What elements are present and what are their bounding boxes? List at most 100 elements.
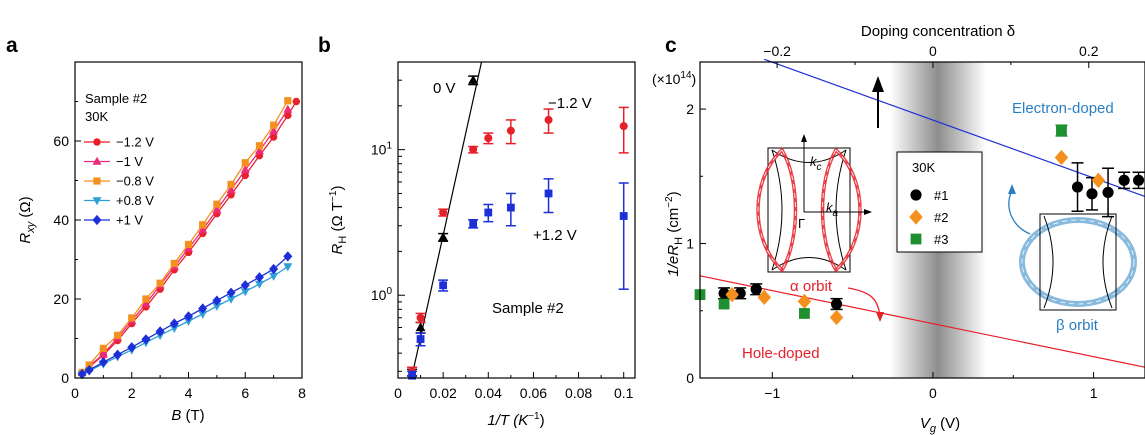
panel-c-y-multiplier: (×1014) xyxy=(652,70,696,87)
panel-a-legend-marker-2 xyxy=(93,177,101,185)
panel-c-beta-arrowhead xyxy=(1008,184,1016,194)
panel-a-point-2-8 xyxy=(184,240,193,249)
panel-a-point-4-2 xyxy=(98,357,108,368)
panel-b-point-2-2 xyxy=(439,281,448,290)
panel-a-point-2-2 xyxy=(99,344,107,352)
panel-c-top-tick-label-0: −0.2 xyxy=(763,43,791,59)
panel-c-frame xyxy=(699,61,1145,379)
panel-c-beta-label: β orbit xyxy=(1056,317,1099,334)
panel-a-point-1-14 xyxy=(269,126,279,135)
panel-a-x-tick-label-1: 2 xyxy=(128,385,136,401)
panel-a-point-3-8 xyxy=(184,317,193,326)
panel-a-y-tick-label-3: 60 xyxy=(53,133,69,149)
panel-b-annotation-neg: −1.2 V xyxy=(548,95,592,112)
panel-c-legend-label-2: #3 xyxy=(934,232,948,247)
panel-c-beta-inset xyxy=(1019,213,1137,311)
panel-a-legend-label-0: −1.2 V xyxy=(116,135,154,150)
panel-a-series-line-3 xyxy=(81,266,289,376)
panel-a-point-2-3 xyxy=(113,331,122,339)
panel-a-x-tick-label-4: 8 xyxy=(298,385,306,401)
panel-b-point-2-0 xyxy=(408,371,417,380)
panel-a-point-2-14 xyxy=(270,121,278,129)
panel-a-point-2-13 xyxy=(255,142,264,150)
panel-b-point-2-5 xyxy=(506,203,515,212)
panel-c-series xyxy=(694,124,1145,326)
panel-c-point-2-2 xyxy=(799,308,810,319)
panel-b-series xyxy=(407,74,629,380)
panel-a-point-2-6 xyxy=(156,279,164,287)
panel-c-point-0-3 xyxy=(830,298,843,310)
panel-c-y-axis-label: 1/eRH (cm−2) xyxy=(664,191,685,276)
panel-c-point-0-8 xyxy=(1132,174,1145,186)
panel-a-point-3-10 xyxy=(212,302,222,311)
panel-a-point-4-15 xyxy=(283,251,293,262)
panel-b-fit-line xyxy=(410,61,483,379)
panel-a-y-tick-label-2: 40 xyxy=(53,212,69,228)
panel-c-gamma-label: Γ xyxy=(798,216,805,231)
panel-a-y-tick-label-0: 0 xyxy=(61,370,69,386)
panel-b-point-0-1 xyxy=(415,322,426,332)
panel-a-point-4-12 xyxy=(240,280,250,291)
panel-c-hole-doped-label: Hole-doped xyxy=(742,345,820,362)
panel-a-point-2-11 xyxy=(227,180,235,189)
panel-a-point-4-9 xyxy=(198,303,208,314)
panel-c-kc-label: kc xyxy=(810,154,822,173)
panel-b-y-tick-label-0: 100 xyxy=(371,286,393,303)
panel-b-x-tick-label-0: 0 xyxy=(394,385,402,401)
panel-c-point-1-5 xyxy=(1091,172,1106,188)
panel-a-point-4-5 xyxy=(141,334,151,345)
panel-a-legend-label-4: +1 V xyxy=(116,213,143,228)
panel-a-point-1-11 xyxy=(226,185,236,194)
panel-a-point-4-10 xyxy=(212,295,222,306)
panel-b-point-1-4 xyxy=(484,134,493,143)
panel-letter-a: a xyxy=(6,34,18,57)
panel-c-x-tick-label-1: 0 xyxy=(929,385,937,401)
panel-a-point-1-5 xyxy=(141,298,151,308)
panel-a-x-tick-label-0: 0 xyxy=(71,385,79,401)
panel-b-point-2-4 xyxy=(484,208,493,217)
panel-a-point-0-16 xyxy=(292,97,301,106)
panel-a-point-1-15 xyxy=(283,104,293,113)
panel-c-legend-items: #1 #2 #3 xyxy=(909,188,948,247)
panel-a-point-4-3 xyxy=(113,349,123,360)
panel-b-point-2-3 xyxy=(469,219,478,228)
panel-c-point-0-7 xyxy=(1118,174,1130,186)
panel-a-legend-label-1: −1 V xyxy=(116,154,143,169)
panel-c-electron-doped-label: Electron-doped xyxy=(1012,100,1114,117)
panel-b: 0 0.02 0.04 0.06 0.08 0.1 100 101 1/T (K−1) RH … xyxy=(328,61,636,429)
panel-a-point-0-14 xyxy=(269,133,278,141)
panel-a-point-3-11 xyxy=(226,295,236,304)
panel-b-ticks: 0 0.02 0.04 0.06 0.08 0.1 100 101 xyxy=(371,61,634,401)
panel-c-alpha-arrowhead xyxy=(876,312,884,322)
panel-c-point-1-0 xyxy=(725,286,739,303)
panel-c-legend-marker-0 xyxy=(910,189,922,201)
panel-c-ticks: −1 0 1 0 1 2 −0.2 0 0.2 xyxy=(686,43,1099,401)
panel-c-legend-marker-1 xyxy=(909,209,923,225)
panel-b-point-1-5 xyxy=(506,126,515,135)
panel-c-legend-title: 30K xyxy=(912,160,935,175)
panel-a-x-tick-label-2: 4 xyxy=(185,385,193,401)
panel-c-y-tick-label-0: 0 xyxy=(686,370,694,386)
panel-a-point-4-0 xyxy=(77,368,87,380)
panel-a-series-line-4 xyxy=(81,255,289,375)
panel-c-x-tick-label-0: −1 xyxy=(764,385,780,401)
panel-a-legend-marker-4 xyxy=(92,214,102,226)
panel-a-point-2-9 xyxy=(199,221,207,229)
panel-a-legend-marker-1 xyxy=(92,156,102,165)
panel-c-top-tick-label-1: 0 xyxy=(929,43,937,59)
panel-a-legend-marker-3 xyxy=(92,197,102,206)
panel-a-point-2-15 xyxy=(284,97,292,105)
panel-a-point-4-7 xyxy=(169,318,179,329)
panel-a-point-0-15 xyxy=(284,111,292,120)
panel-b-point-1-2 xyxy=(439,208,448,217)
panel-b-x-tick-label-4: 0.08 xyxy=(565,385,592,401)
panel-c-x-axis-label: Vg (V) xyxy=(920,415,960,435)
panel-c-alpha-inset: kc ka Γ xyxy=(756,134,872,273)
panel-c-legend: 30K #1 #2 #3 xyxy=(896,151,983,253)
panel-a-legend-title-line1: Sample #2 xyxy=(85,91,147,106)
panel-c-point-2-1 xyxy=(718,298,730,310)
panel-b-point-0-2 xyxy=(438,232,449,241)
panel-a-point-2-12 xyxy=(241,159,249,167)
panel-b-point-0-3 xyxy=(468,74,479,84)
panel-a-legend-title-line2: 30K xyxy=(85,109,108,124)
